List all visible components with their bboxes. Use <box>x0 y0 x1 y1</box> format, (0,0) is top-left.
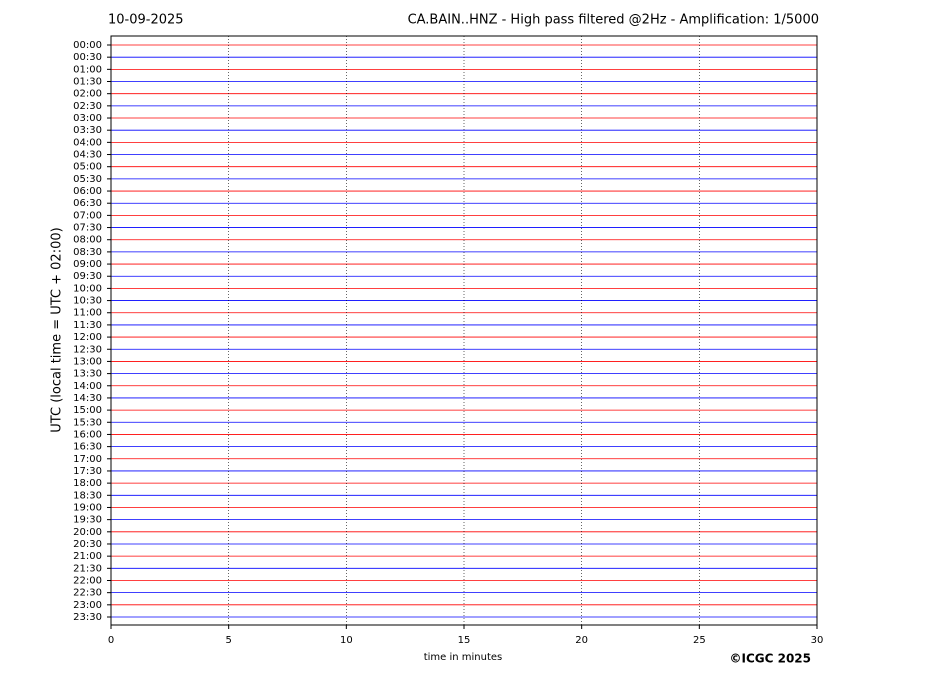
y-tick-label: 00:30 <box>73 52 102 63</box>
chart-title: CA.BAIN..HNZ - High pass filtered @2Hz -… <box>408 13 819 28</box>
y-tick-label: 16:00 <box>73 429 102 440</box>
y-tick-label: 12:00 <box>73 332 102 343</box>
y-tick-label: 15:00 <box>73 405 102 416</box>
y-tick-label: 03:00 <box>73 113 102 124</box>
y-tick-label: 08:30 <box>73 247 102 258</box>
y-tick-label: 14:30 <box>73 393 102 404</box>
y-tick-label: 01:30 <box>73 77 102 88</box>
y-tick-label: 17:30 <box>73 466 102 477</box>
plot-frame <box>110 35 818 626</box>
y-tick-label: 23:30 <box>73 612 102 623</box>
y-tick-label: 12:30 <box>73 344 102 355</box>
y-tick-label: 11:30 <box>73 320 102 331</box>
y-tick-label: 17:00 <box>73 454 102 465</box>
y-tick-label: 14:00 <box>73 381 102 392</box>
y-tick-label: 06:00 <box>73 186 102 197</box>
y-tick-label: 05:00 <box>73 162 102 173</box>
x-axis-label: time in minutes <box>424 652 503 663</box>
y-tick-label: 13:30 <box>73 369 102 380</box>
y-tick-label: 07:00 <box>73 210 102 221</box>
y-tick-label: 02:00 <box>73 89 102 100</box>
y-tick-label: 15:30 <box>73 417 102 428</box>
y-tick-label: 18:00 <box>73 478 102 489</box>
y-tick-label: 20:00 <box>73 527 102 538</box>
x-tick-label: 25 <box>693 635 706 646</box>
x-tick-label: 30 <box>811 635 824 646</box>
y-tick-label: 02:30 <box>73 101 102 112</box>
y-tick-label: 22:30 <box>73 588 102 599</box>
y-axis-label: UTC (local time = UTC + 02:00) <box>50 227 65 432</box>
y-tick-label: 22:00 <box>73 575 102 586</box>
copyright: ©ICGC 2025 <box>729 652 811 666</box>
x-tick-label: 5 <box>225 635 231 646</box>
y-tick-label: 19:30 <box>73 515 102 526</box>
y-tick-label: 19:00 <box>73 502 102 513</box>
x-tick-label: 0 <box>108 635 114 646</box>
y-tick-label: 00:00 <box>73 40 102 51</box>
y-tick-label: 09:00 <box>73 259 102 270</box>
chart-date: 10-09-2025 <box>108 13 184 28</box>
y-tick-label: 23:00 <box>73 600 102 611</box>
y-tick-label: 06:30 <box>73 198 102 209</box>
y-tick-label: 05:30 <box>73 174 102 185</box>
y-tick-label: 04:30 <box>73 150 102 161</box>
y-tick-label: 10:00 <box>73 283 102 294</box>
y-tick-label: 13:00 <box>73 356 102 367</box>
y-tick-label: 21:30 <box>73 563 102 574</box>
y-tick-label: 16:30 <box>73 442 102 453</box>
y-tick-label: 01:00 <box>73 64 102 75</box>
y-tick-label: 11:00 <box>73 308 102 319</box>
y-tick-label: 08:00 <box>73 235 102 246</box>
y-tick-label: 09:30 <box>73 271 102 282</box>
x-tick-label: 20 <box>575 635 588 646</box>
x-tick-label: 10 <box>340 635 353 646</box>
x-tick-label: 15 <box>458 635 471 646</box>
y-tick-label: 21:00 <box>73 551 102 562</box>
y-tick-label: 04:00 <box>73 137 102 148</box>
y-tick-label: 18:30 <box>73 490 102 501</box>
y-tick-label: 07:30 <box>73 223 102 234</box>
y-tick-label: 10:30 <box>73 296 102 307</box>
y-tick-label: 20:30 <box>73 539 102 550</box>
y-tick-label: 03:30 <box>73 125 102 136</box>
